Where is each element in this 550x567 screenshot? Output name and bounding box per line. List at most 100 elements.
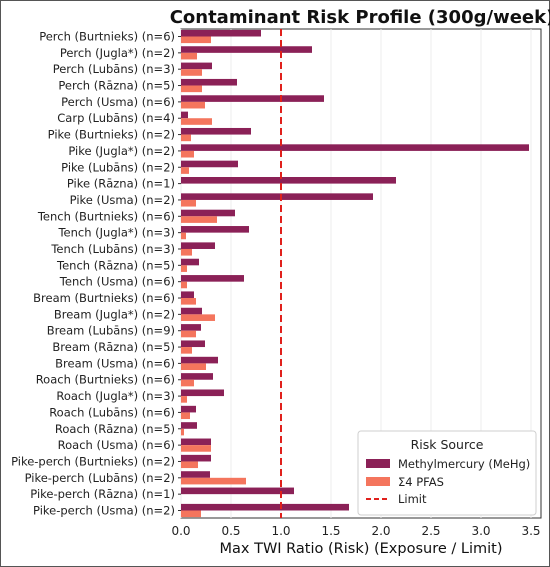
category-label-12: Tench (Jugla*) (n=3) [57,226,175,240]
bar-mehg-6 [181,127,251,135]
category-labels: Perch (Burtnieks) (n=6) Perch (Jugla*) (n… [11,30,181,518]
bar-mehg-13 [181,242,215,249]
category-label-17: Bream (Jugla*) (n=2) [54,307,175,321]
bar-mehg-15 [181,275,244,282]
bar-pfas-11 [181,216,217,223]
x-tick-label-6: 3.0 [471,524,490,538]
legend: Risk Source Methylmercury (MeHg) Σ4 PFAS… [357,430,537,516]
bar-mehg-10 [181,193,373,200]
bar-mehg-26 [181,454,211,462]
legend-title: Risk Source [411,437,484,452]
bar-mehg-3 [181,78,237,86]
bar-mehg-18 [181,324,201,331]
category-label-1: Perch (Jugla*) (n=2) [60,46,175,60]
x-tick-label-0: 0.0 [171,524,190,538]
legend-swatch-mehg [366,459,390,468]
category-label-0: Perch (Burtnieks) (n=6) [39,30,175,44]
category-label-15: Tench (Usma) (n=6) [59,275,175,289]
legend-swatch-pfas [366,477,390,486]
bar-mehg-0 [181,29,261,37]
bar-mehg-12 [181,226,249,233]
bar-mehg-24 [181,422,197,429]
category-label-3: Perch (Rāzna) (n=5) [58,79,175,93]
category-label-16: Bream (Burtnieks) (n=6) [33,291,175,305]
bar-mehg-5 [181,111,188,119]
chart-title: Contaminant Risk Profile (300g/week) [170,7,550,28]
bar-pfas-1 [181,52,197,60]
category-label-11: Tench (Burtnieks) (n=6) [37,209,175,223]
bar-pfas-7 [181,150,194,158]
category-label-28: Pike-perch (Rāzna) (n=1) [30,487,175,501]
bar-pfas-12 [181,232,186,240]
bar-mehg-1 [181,46,312,53]
bar-pfas-3 [181,85,202,93]
bar-mehg-16 [181,291,194,299]
legend-label-pfas: Σ4 PFAS [398,475,444,489]
category-label-23: Roach (Lubāns) (n=6) [49,405,175,419]
x-tick-label-5: 2.5 [421,524,440,538]
bar-mehg-11 [181,209,235,217]
bar-pfas-18 [181,330,196,338]
category-label-22: Roach (Jugla*) (n=3) [56,389,175,403]
x-tick-label-1: 0.5 [221,524,240,538]
bar-pfas-16 [181,298,196,305]
bar-pfas-14 [181,265,187,272]
x-ticks: 0.0 0.5 1.0 1.5 2.0 2.5 3.0 3.5 [171,524,540,538]
bar-pfas-20 [181,363,206,370]
x-tick-label-2: 1.0 [271,524,290,538]
category-label-14: Tench (Rāzna) (n=5) [56,258,175,272]
bar-pfas-2 [181,69,202,76]
bar-pfas-26 [181,461,198,469]
bar-pfas-5 [181,118,212,125]
bar-mehg-19 [181,340,205,348]
category-label-27: Pike-perch (Lubāns) (n=2) [25,471,175,485]
bar-mehg-17 [181,307,202,315]
category-label-6: Pike (Burtnieks) (n=2) [48,128,175,142]
category-label-26: Pike-perch (Burtnieks) (n=2) [11,454,175,468]
bar-pfas-13 [181,248,192,256]
category-label-25: Roach (Usma) (n=6) [58,438,175,452]
bar-mehg-28 [181,487,294,495]
bar-pfas-8 [181,167,189,174]
bar-pfas-23 [181,412,190,420]
bar-pfas-0 [181,36,211,44]
x-tick-label-4: 2.0 [371,524,390,538]
bar-pfas-17 [181,314,215,321]
bar-mehg-20 [181,356,218,364]
bar-pfas-21 [181,379,194,387]
category-label-9: Pike (Rāzna) (n=1) [67,177,175,191]
category-label-13: Tench (Lubāns) (n=3) [50,242,175,256]
bar-mehg-29 [181,503,349,511]
category-label-20: Bream (Usma) (n=6) [55,356,175,370]
legend-label-limit: Limit [398,492,427,506]
category-label-21: Roach (Burtnieks) (n=6) [36,373,175,387]
category-label-8: Pike (Lubāns) (n=2) [61,160,175,174]
category-label-18: Bream (Lubāns) (n=9) [47,324,175,338]
category-label-7: Pike (Jugla*) (n=2) [68,144,175,158]
category-label-10: Pike (Usma) (n=2) [70,193,175,207]
category-label-2: Perch (Lubāns) (n=3) [53,62,175,76]
bar-mehg-4 [181,95,324,102]
legend-label-mehg: Methylmercury (MeHg) [398,457,530,471]
bar-pfas-15 [181,281,187,289]
x-tick-label-3: 1.5 [321,524,340,538]
bar-pfas-27 [181,477,246,485]
category-label-19: Bream (Rāzna) (n=5) [52,340,175,354]
bar-pfas-29 [181,510,201,518]
bar-pfas-4 [181,101,205,109]
bar-mehg-22 [181,389,224,397]
bar-mehg-21 [181,373,213,380]
bar-mehg-23 [181,405,196,413]
bar-mehg-14 [181,258,199,266]
category-label-5: Carp (Lubāns) (n=4) [57,111,175,125]
bar-mehg-9 [181,177,396,184]
bar-mehg-8 [181,160,238,168]
legend-box [357,430,537,516]
bar-mehg-25 [181,438,211,446]
bar-pfas-24 [181,428,184,436]
bar-pfas-22 [181,396,187,403]
x-tick-label-7: 3.5 [521,524,540,538]
bar-pfas-6 [181,134,191,142]
bar-mehg-27 [181,471,210,478]
bars [181,29,529,518]
